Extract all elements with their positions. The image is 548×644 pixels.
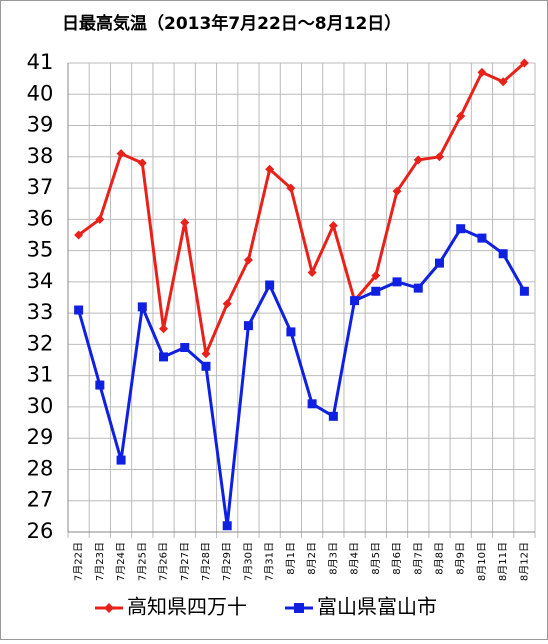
y-tick-label: 34	[27, 269, 54, 293]
point	[519, 58, 529, 68]
x-tick-label: 7月27日	[179, 542, 191, 581]
point	[477, 67, 487, 77]
point	[350, 296, 360, 306]
y-tick-label: 30	[27, 394, 54, 418]
point	[371, 286, 381, 296]
point	[434, 152, 444, 162]
point	[434, 258, 444, 268]
x-tick-label: 8月9日	[455, 542, 467, 575]
point	[519, 286, 529, 296]
x-tick-label: 8月7日	[412, 542, 424, 575]
point	[180, 217, 190, 227]
point	[137, 302, 147, 312]
point	[159, 352, 169, 362]
y-tick-label: 41	[27, 50, 54, 74]
point	[307, 267, 317, 277]
x-tick-label: 7月29日	[221, 542, 233, 581]
point	[498, 77, 508, 87]
x-tick-label: 7月23日	[94, 542, 106, 581]
legend-label: 高知県四万十	[127, 595, 247, 619]
point	[265, 280, 275, 290]
point	[413, 155, 423, 165]
point	[456, 111, 466, 121]
series-line	[77, 61, 526, 356]
x-tick-label: 7月26日	[158, 542, 170, 581]
x-tick-label: 8月4日	[349, 542, 361, 575]
x-tick-label: 7月28日	[200, 542, 212, 581]
point	[95, 380, 105, 390]
x-tick-label: 8月12日	[518, 542, 530, 581]
point	[222, 299, 232, 309]
x-tick-label: 8月11日	[497, 542, 509, 581]
x-tick-label: 8月10日	[476, 542, 488, 581]
y-tick-label: 33	[27, 300, 54, 324]
x-tick-label: 8月2日	[306, 542, 318, 575]
x-tick-label: 8月3日	[327, 542, 339, 575]
y-tick-label: 27	[27, 488, 54, 512]
x-tick-label: 7月22日	[73, 542, 85, 581]
point	[371, 271, 381, 281]
x-tick-label: 7月31日	[264, 542, 276, 581]
x-tick-label: 8月5日	[370, 542, 382, 575]
x-tick-label: 8月6日	[391, 542, 403, 575]
point	[116, 455, 126, 465]
point	[95, 214, 105, 224]
point	[328, 411, 338, 421]
point	[265, 164, 275, 174]
point	[477, 233, 487, 243]
point	[137, 158, 147, 168]
y-tick-label: 32	[27, 331, 54, 355]
y-tick-label: 36	[27, 206, 54, 230]
y-tick-label: 38	[27, 144, 54, 168]
y-tick-label: 39	[27, 113, 54, 137]
point	[222, 521, 232, 531]
point	[392, 186, 402, 196]
point	[307, 399, 317, 409]
x-tick-label: 7月24日	[115, 542, 127, 581]
y-tick-label: 28	[27, 456, 54, 480]
point	[201, 349, 211, 359]
legend-label: 富山県富山市	[317, 595, 437, 619]
point	[74, 305, 84, 315]
x-tick-label: 7月25日	[136, 542, 148, 581]
legend-marker	[294, 603, 304, 613]
point	[413, 283, 423, 293]
point	[392, 277, 402, 287]
point	[286, 183, 296, 193]
point	[116, 149, 126, 159]
y-tick-label: 37	[27, 175, 54, 199]
point	[286, 327, 296, 337]
y-tick-label: 35	[27, 238, 54, 262]
series-line	[77, 227, 526, 528]
point	[180, 343, 190, 353]
y-tick-label: 29	[27, 425, 54, 449]
point	[74, 230, 84, 240]
chart-title: 日最高気温（2013年7月22日～8月12日）	[62, 13, 401, 34]
x-tick-label: 7月30日	[242, 542, 254, 581]
point	[328, 221, 338, 231]
point	[243, 321, 253, 331]
y-tick-label: 40	[27, 81, 54, 105]
point	[498, 249, 508, 259]
point	[243, 255, 253, 265]
point	[159, 324, 169, 334]
point	[456, 224, 466, 234]
x-tick-label: 8月1日	[285, 542, 297, 575]
point	[201, 361, 211, 371]
y-tick-label: 26	[27, 519, 54, 543]
y-tick-label: 31	[27, 363, 54, 387]
x-tick-label: 8月8日	[433, 542, 445, 575]
legend-marker	[104, 603, 114, 613]
